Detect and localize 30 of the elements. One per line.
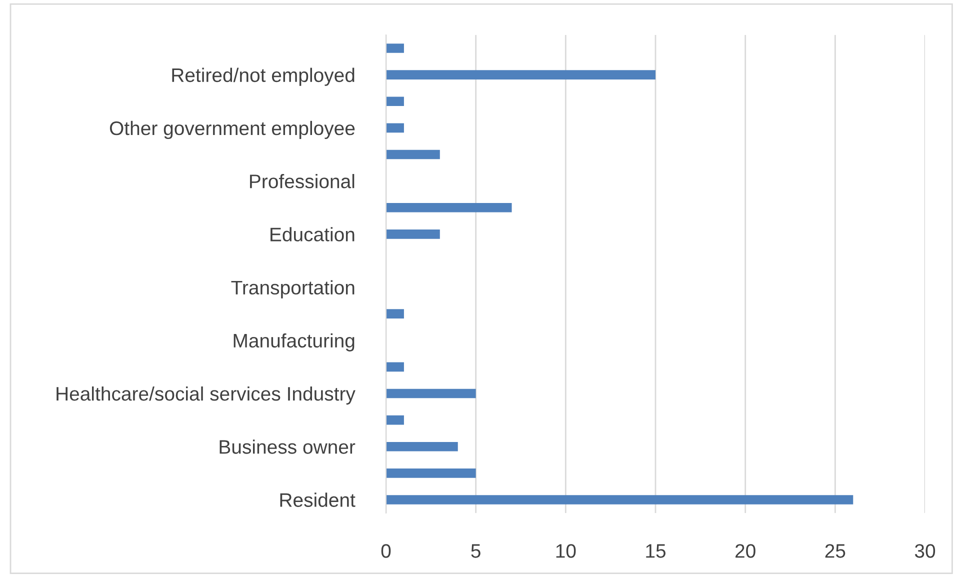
bar [386, 468, 476, 478]
x-tick-label: 15 [646, 544, 666, 558]
bar [386, 362, 404, 372]
y-tick-label: Business owner [220, 440, 356, 454]
bar [386, 96, 404, 106]
bar [386, 230, 440, 239]
y-tick-label: Transportation [231, 280, 354, 298]
x-tick-label: 0 [381, 544, 391, 558]
x-tick-label: 20 [736, 544, 756, 558]
y-tick-label: Education [270, 227, 354, 242]
x-tick-label: 30 [914, 544, 936, 558]
bar [386, 123, 404, 133]
x-tick-label: 5 [471, 544, 480, 558]
bar [386, 202, 512, 212]
bar [386, 388, 476, 398]
bar [386, 150, 440, 160]
x-tick-label: 25 [825, 544, 846, 558]
bar [386, 309, 404, 318]
x-tick-label: 10 [556, 544, 576, 558]
bar [386, 495, 854, 504]
y-tick-label: Resident [280, 492, 356, 507]
bar [386, 442, 458, 452]
bar [386, 415, 404, 425]
bar [386, 70, 656, 80]
y-tick-label: Retired/not employed [172, 68, 354, 86]
y-tick-label: Healthcare/social services Industry [56, 386, 356, 405]
y-tick-label: Other government employee [110, 120, 355, 140]
y-tick-label: Manufacturing [234, 333, 354, 352]
y-tick-label: Professional [250, 174, 354, 188]
bar [386, 44, 404, 53]
